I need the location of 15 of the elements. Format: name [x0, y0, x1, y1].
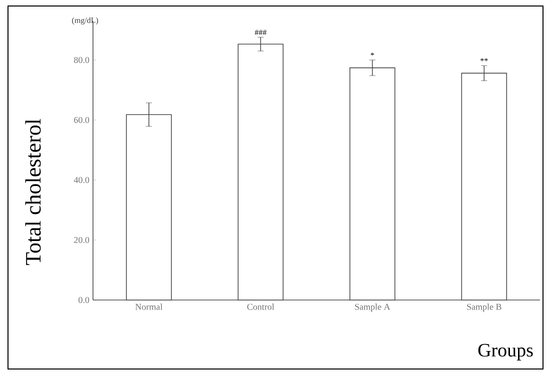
y-tick-label: 40.0 — [74, 176, 90, 184]
annotation: * — [370, 52, 374, 56]
annotation: ### — [254, 30, 266, 36]
x-axis-title: Groups — [478, 344, 533, 360]
x-tick-label: Control — [247, 304, 274, 310]
y-axis-title: Total cholesterol — [25, 118, 41, 266]
y-tick-label: 80.0 — [74, 56, 90, 64]
y-tick-label: 60.0 — [74, 116, 90, 124]
x-tick-label: Sample B — [467, 304, 502, 312]
x-tick-label: Sample A — [355, 304, 390, 312]
annotation: ** — [480, 58, 488, 62]
x-tick-label: Normal — [135, 304, 162, 310]
y-tick-label: 20.0 — [74, 236, 90, 244]
y-tick-label: 0.0 — [78, 296, 90, 304]
annotation: (mg/dL) — [72, 17, 98, 25]
